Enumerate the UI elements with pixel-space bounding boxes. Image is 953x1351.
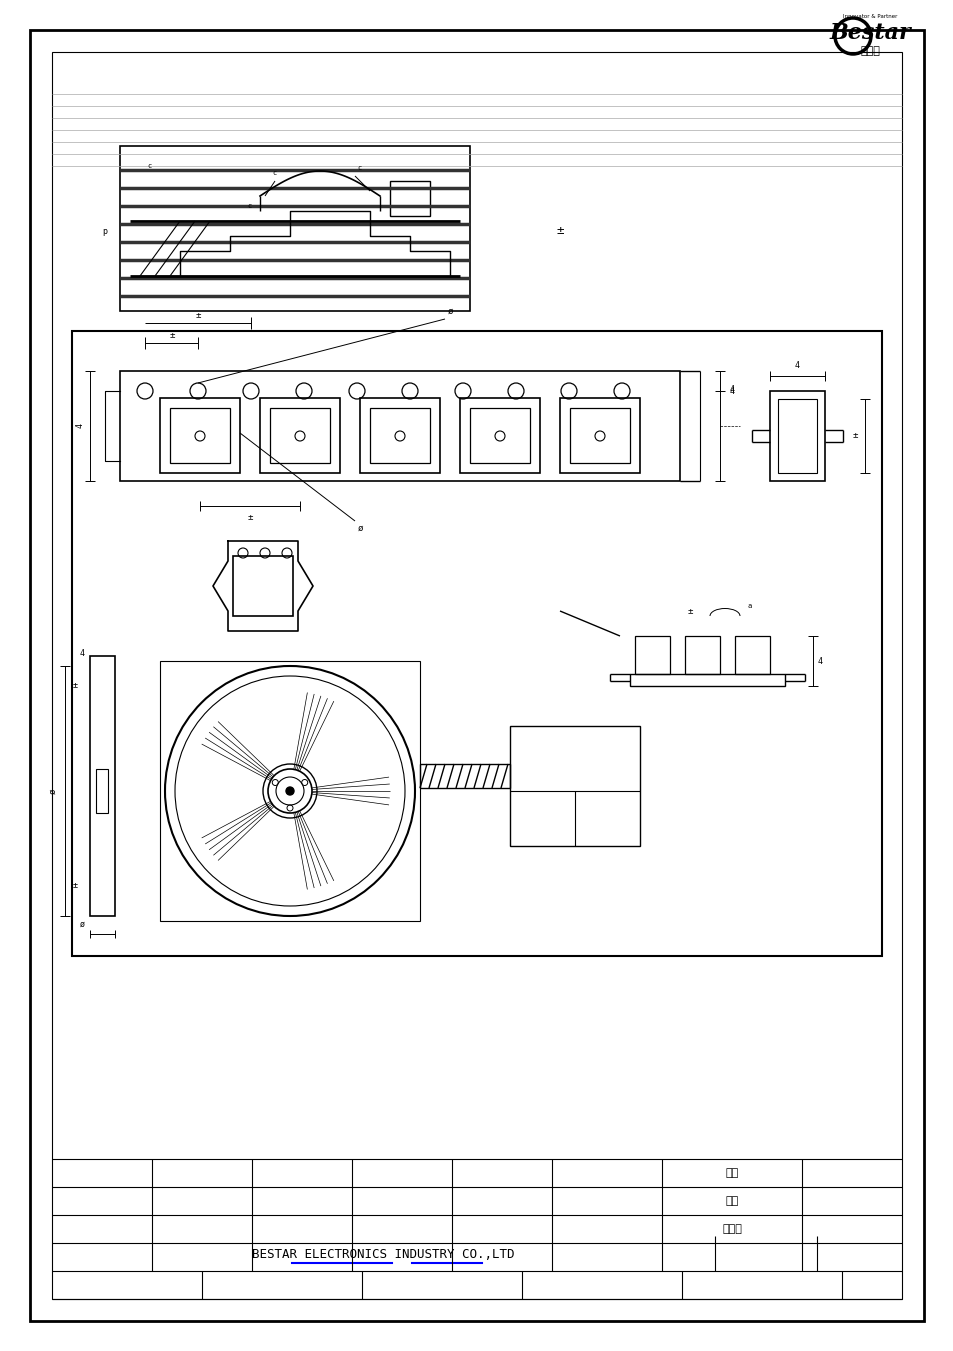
Bar bbox=[160, 661, 419, 921]
Text: Innovator & Partner: Innovator & Partner bbox=[841, 15, 896, 19]
Text: 博士达: 博士达 bbox=[860, 46, 879, 55]
Bar bbox=[160, 399, 240, 473]
Bar bbox=[233, 557, 293, 616]
Bar bbox=[769, 390, 824, 481]
Text: Bestar: Bestar bbox=[828, 22, 910, 45]
Bar bbox=[260, 399, 339, 473]
Text: ø: ø bbox=[447, 307, 453, 316]
Bar bbox=[370, 408, 430, 463]
Bar bbox=[559, 399, 639, 473]
Text: ø: ø bbox=[79, 920, 85, 928]
Bar bbox=[635, 636, 669, 674]
Bar bbox=[419, 765, 510, 788]
Bar bbox=[470, 408, 530, 463]
Text: ±: ± bbox=[195, 311, 200, 319]
Text: 赵妙: 赵妙 bbox=[724, 1169, 738, 1178]
Text: ±: ± bbox=[851, 431, 857, 440]
Text: c: c bbox=[248, 203, 252, 209]
Text: BESTAR ELECTRONICS INDUSTRY CO.,LTD: BESTAR ELECTRONICS INDUSTRY CO.,LTD bbox=[252, 1247, 514, 1260]
Text: p: p bbox=[102, 227, 108, 235]
Text: 4: 4 bbox=[729, 386, 734, 396]
Bar bbox=[684, 636, 720, 674]
Bar bbox=[120, 146, 470, 311]
Text: ±: ± bbox=[556, 224, 563, 238]
Bar bbox=[170, 408, 230, 463]
Bar bbox=[390, 181, 430, 216]
Text: c: c bbox=[148, 163, 152, 169]
Text: c: c bbox=[357, 165, 362, 172]
Text: 4: 4 bbox=[75, 423, 85, 428]
Text: ±: ± bbox=[169, 331, 174, 339]
Bar bbox=[90, 657, 115, 916]
Bar bbox=[778, 399, 816, 473]
Text: ø: ø bbox=[49, 789, 57, 793]
Text: 4: 4 bbox=[729, 385, 734, 393]
Bar bbox=[120, 372, 679, 481]
Bar bbox=[734, 636, 769, 674]
Bar bbox=[569, 408, 629, 463]
Bar bbox=[629, 674, 784, 686]
Circle shape bbox=[286, 788, 294, 794]
Bar bbox=[270, 408, 330, 463]
Text: c: c bbox=[273, 170, 276, 176]
Text: 4: 4 bbox=[817, 657, 821, 666]
Bar bbox=[71, 331, 882, 957]
Text: ±: ± bbox=[72, 881, 77, 890]
Text: 邵俣: 邵俣 bbox=[724, 1196, 738, 1206]
Bar bbox=[459, 399, 539, 473]
Bar bbox=[52, 51, 901, 1300]
Text: a: a bbox=[747, 603, 751, 609]
Text: ±: ± bbox=[247, 513, 253, 523]
Bar bbox=[96, 769, 108, 813]
Text: 4: 4 bbox=[79, 650, 85, 658]
Text: ±: ± bbox=[72, 681, 77, 690]
Text: 李红元: 李红元 bbox=[721, 1224, 741, 1233]
Bar bbox=[359, 399, 439, 473]
Text: ø: ø bbox=[357, 523, 362, 532]
Bar bbox=[510, 725, 639, 846]
Text: ±: ± bbox=[686, 607, 692, 616]
Text: 4: 4 bbox=[794, 362, 799, 370]
